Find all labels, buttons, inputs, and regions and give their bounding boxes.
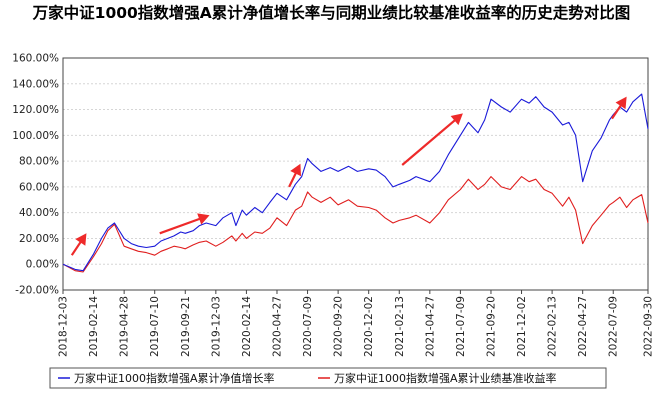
series-line — [62, 93, 649, 272]
x-tick-label: 2022-02-13 — [547, 296, 559, 357]
legend-label: 万家中证1000指数增强A累计净值增长率 — [74, 371, 275, 385]
chart-title: 万家中证1000指数增强A累计净值增长率与同期业绩比较基准收益率的历史走势对比图 — [32, 4, 631, 22]
x-tick-label: 2021-12-02 — [516, 296, 528, 357]
x-tick-label: 2019-02-14 — [88, 296, 100, 357]
y-tick-label: 60.00% — [19, 181, 59, 193]
y-tick-label: 160.00% — [12, 53, 59, 65]
x-tick-label: 2021-04-27 — [424, 296, 436, 357]
plot-frame — [62, 57, 649, 291]
y-tick-label: 20.00% — [19, 233, 59, 245]
trend-arrow — [70, 233, 87, 256]
y-tick-label: 100.00% — [12, 130, 59, 142]
x-tick-label: 2019-12-03 — [210, 296, 222, 357]
x-tick-label: 2020-02-14 — [241, 296, 253, 357]
x-tick-label: 2020-04-27 — [271, 296, 283, 357]
trend-arrow — [288, 163, 302, 188]
y-tick-label: 40.00% — [19, 207, 59, 219]
x-tick-label: 2019-09-21 — [180, 296, 192, 357]
x-tick-label: 2021-02-13 — [394, 296, 406, 357]
y-tick-label: 0.00% — [26, 259, 59, 271]
y-tick-label: 80.00% — [19, 156, 59, 168]
x-tick-label: 2022-09-30 — [643, 296, 655, 357]
trend-arrow — [611, 96, 627, 120]
x-tick-label: 2019-07-10 — [149, 296, 161, 357]
y-tick-label: 140.00% — [12, 78, 59, 90]
x-tick-label: 2022-04-27 — [577, 296, 589, 357]
x-tick-label: 2020-09-20 — [333, 296, 345, 357]
trend-arrow — [159, 213, 210, 235]
x-tick-label: 2022-07-09 — [608, 296, 620, 357]
trend-arrow — [401, 113, 463, 166]
x-tick-label: 2021-09-20 — [485, 296, 497, 357]
x-tick-label: 2020-07-09 — [302, 296, 314, 357]
series-line — [62, 176, 649, 273]
y-tick-label: 120.00% — [12, 104, 59, 116]
legend-label: 万家中证1000指数增强A累计业绩基准收益率 — [334, 371, 557, 385]
x-tick-label: 2018-12-03 — [58, 296, 70, 357]
y-tick-label: -20.00% — [15, 285, 59, 297]
x-tick-label: 2021-07-09 — [455, 296, 467, 357]
x-tick-label: 2019-04-28 — [119, 296, 131, 357]
x-tick-label: 2020-12-02 — [363, 296, 375, 357]
